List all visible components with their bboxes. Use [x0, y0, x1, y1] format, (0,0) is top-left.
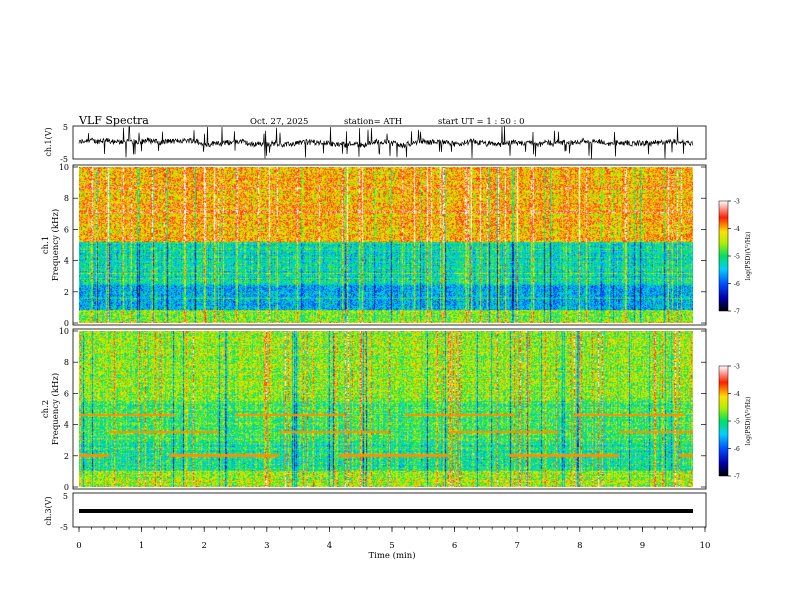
ch2-colorbar: -3 -4 -5 -6 -7 log(PSD)(V²/Hz) — [718, 364, 752, 481]
time-axis-tick-label-6: 6 — [452, 541, 457, 551]
ch1-spectrogram-ytick-label-4: 4 — [64, 257, 69, 266]
time-axis-tick-label-10: 10 — [700, 541, 711, 551]
ch1-colorbar: -3 -4 -5 -6 -7 log(PSD)(V²/Hz) — [718, 199, 752, 316]
time-axis-tick-label-5: 5 — [389, 541, 394, 551]
ch2-spectrogram-ytick-label-8: 8 — [64, 358, 69, 367]
ch1-colorbar-tick-label--3: -3 — [734, 199, 740, 206]
ch1-spectrogram-image-holder — [79, 167, 693, 323]
ch2-spectrogram-ylabel-channel: ch.2 — [41, 400, 51, 418]
ch1-ytick-bottom: -5 — [60, 155, 68, 164]
time-axis-tick-label-7: 7 — [514, 541, 519, 551]
ch1-spectrogram-ytick-label-2: 2 — [64, 288, 69, 297]
ch2-spectrogram-frame — [72, 328, 707, 490]
ch1-colorbar-tick-label--4: -4 — [734, 226, 740, 233]
ch2-colorbar-tick-label--4: -4 — [734, 391, 740, 398]
ch2-spectrogram-ytick-label-2: 2 — [64, 452, 69, 461]
time-axis-tick-label-4: 4 — [327, 541, 332, 551]
ch2-colorbar-tick-label--7: -7 — [734, 474, 740, 481]
station-label: station= ATH — [344, 117, 402, 127]
time-axis-tick-label-9: 9 — [640, 541, 645, 551]
ch1-waveform-trace — [78, 126, 694, 159]
ch1-spectrogram-ytick-label-0: 0 — [64, 319, 69, 328]
ch2-colorbar-tick-label--5: -5 — [734, 419, 740, 426]
ch1-waveform-panel: 5 -5 ch.1(V) — [44, 123, 707, 164]
time-axis-label: Time (min) — [368, 550, 415, 561]
time-axis-tick-label-0: 0 — [76, 541, 81, 551]
ch1-waveform-ylabel: ch.1(V) — [44, 127, 53, 156]
ch1-colorbar-tick-label--6: -6 — [734, 281, 740, 288]
time-axis-tick-label-1: 1 — [139, 541, 144, 551]
ch3-ytick-bottom: -5 — [60, 523, 68, 532]
ch1-colorbar-tick-label--5: -5 — [734, 254, 740, 261]
ch2-spectrogram-image-holder — [79, 331, 693, 487]
ch1-spectrogram-image — [79, 167, 693, 323]
ch1-waveform-frame — [72, 125, 707, 160]
ch1-spectrogram-ytick-label-10: 10 — [59, 163, 69, 172]
ch1-ytick-top: 5 — [63, 123, 68, 132]
ch2-spectrogram-panel: 0 2 4 6 8 10 ch.2 Frequency (kHz) — [41, 327, 707, 492]
ch3-waveform-panel: 5 -5 ch.3(V) 0 1 2 3 4 5 6 7 8 9 10 Time (min) — [44, 492, 710, 561]
ch1-spectrogram-panel: 0 2 4 6 8 10 ch.1 Frequency (kHz) — [41, 163, 707, 328]
ch3-waveform-ylabel: ch.3(V) — [44, 496, 53, 525]
ch2-colorbar-tick-label--6: -6 — [734, 446, 740, 453]
ch2-spectrogram-ytick-label-0: 0 — [64, 483, 69, 492]
ch3-waveform-frame — [72, 492, 707, 528]
ch2-spectrogram-ytick-label-4: 4 — [64, 421, 69, 430]
start-time-label: start UT = 1 : 50 : 0 — [438, 117, 525, 127]
ch1-colorbar-tick-label--7: -7 — [734, 309, 740, 316]
time-axis-tick-label-2: 2 — [201, 541, 206, 551]
ch1-colorbar-scale — [718, 200, 729, 312]
ch3-waveform-trace — [79, 509, 693, 513]
time-axis-tick-label-3: 3 — [264, 541, 269, 551]
ch1-spectrogram-ytick-label-8: 8 — [64, 194, 69, 203]
ch2-spectrogram-image — [79, 331, 693, 487]
ch1-spectrogram-ylabel-channel: ch.1 — [41, 236, 51, 254]
ch2-spectrogram-ylabel-frequency: Frequency (kHz) — [50, 373, 61, 445]
figure-title: VLF Spectra — [78, 114, 149, 127]
ch1-colorbar-label: log(PSD)(V²/Hz) — [745, 232, 752, 281]
ch2-colorbar-tick-label--3: -3 — [734, 364, 740, 371]
ch1-spectrogram-frame — [72, 164, 707, 326]
ch1-spectrogram-ytick-label-6: 6 — [64, 225, 69, 234]
time-axis-tick-label-8: 8 — [577, 541, 582, 551]
date-label: Oct. 27, 2025 — [250, 117, 308, 127]
ch1-spectrogram-ylabel-frequency: Frequency (kHz) — [50, 209, 61, 281]
ch2-colorbar-scale — [718, 365, 729, 477]
ch3-ytick-top: 5 — [63, 492, 68, 501]
ch2-colorbar-label: log(PSD)(V²/Hz) — [745, 397, 752, 446]
ch2-spectrogram-ytick-label-10: 10 — [59, 327, 69, 336]
ch2-spectrogram-ytick-label-6: 6 — [64, 389, 69, 398]
